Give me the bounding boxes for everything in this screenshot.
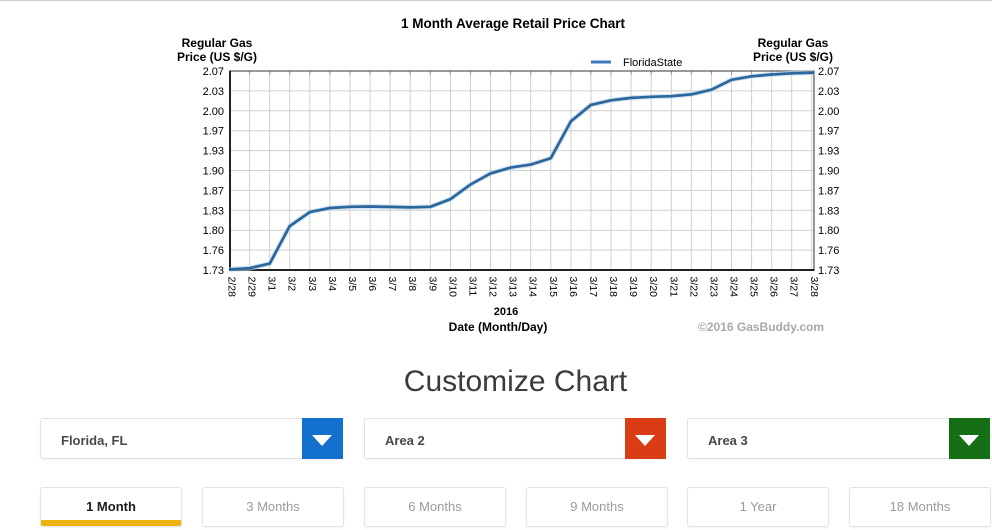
svg-text:3/26: 3/26 — [768, 277, 780, 298]
svg-text:2.03: 2.03 — [818, 86, 839, 98]
svg-text:3/16: 3/16 — [567, 277, 579, 298]
svg-text:1.87: 1.87 — [203, 185, 224, 197]
svg-text:3/9: 3/9 — [426, 277, 438, 292]
svg-text:3/5: 3/5 — [346, 277, 358, 292]
svg-text:2.03: 2.03 — [203, 86, 224, 98]
svg-text:3/13: 3/13 — [507, 277, 519, 298]
svg-text:2.07: 2.07 — [818, 66, 839, 78]
svg-text:©2016 GasBuddy.com: ©2016 GasBuddy.com — [698, 320, 824, 334]
svg-text:1.90: 1.90 — [203, 166, 224, 178]
svg-text:1.83: 1.83 — [818, 205, 839, 217]
svg-text:3/2: 3/2 — [286, 277, 298, 292]
svg-text:3/8: 3/8 — [406, 277, 418, 292]
svg-text:2.07: 2.07 — [203, 66, 224, 78]
svg-text:3/19: 3/19 — [627, 277, 639, 298]
svg-text:1.97: 1.97 — [203, 126, 224, 138]
svg-text:1.87: 1.87 — [818, 185, 839, 197]
svg-text:3/6: 3/6 — [366, 277, 378, 292]
svg-text:1.93: 1.93 — [203, 146, 224, 158]
svg-text:3/22: 3/22 — [687, 277, 699, 298]
svg-text:3/18: 3/18 — [607, 277, 619, 298]
svg-text:3/23: 3/23 — [707, 277, 719, 298]
svg-text:1.97: 1.97 — [818, 126, 839, 138]
svg-text:1.76: 1.76 — [203, 245, 224, 257]
svg-text:3/10: 3/10 — [446, 277, 458, 298]
svg-text:3/1: 3/1 — [266, 277, 278, 292]
svg-text:1 Month Average Retail Price C: 1 Month Average Retail Price Chart — [401, 16, 626, 31]
svg-text:1.80: 1.80 — [203, 225, 224, 237]
svg-text:Regular Gas: Regular Gas — [758, 36, 829, 50]
svg-text:2/29: 2/29 — [246, 277, 258, 298]
svg-text:1.80: 1.80 — [818, 225, 839, 237]
svg-text:2/28: 2/28 — [226, 277, 238, 298]
svg-text:3/4: 3/4 — [326, 277, 338, 292]
svg-text:3/20: 3/20 — [647, 277, 659, 298]
svg-text:2.00: 2.00 — [203, 106, 224, 118]
svg-text:Regular Gas: Regular Gas — [182, 36, 253, 50]
svg-text:3/11: 3/11 — [467, 277, 479, 297]
svg-text:1.76: 1.76 — [818, 245, 839, 257]
svg-text:2016: 2016 — [494, 306, 518, 318]
svg-text:1.90: 1.90 — [818, 166, 839, 178]
svg-text:1.93: 1.93 — [818, 146, 839, 158]
svg-text:1.73: 1.73 — [818, 265, 839, 277]
svg-text:3/15: 3/15 — [547, 277, 559, 298]
svg-text:Date (Month/Day): Date (Month/Day) — [449, 320, 548, 334]
svg-text:3/24: 3/24 — [728, 277, 740, 298]
svg-text:3/21: 3/21 — [667, 277, 679, 298]
svg-text:Price (US $/G): Price (US $/G) — [753, 50, 833, 64]
svg-text:3/3: 3/3 — [306, 277, 318, 292]
svg-text:2.00: 2.00 — [818, 106, 839, 118]
svg-text:3/28: 3/28 — [808, 277, 820, 298]
svg-text:3/27: 3/27 — [788, 277, 800, 298]
svg-text:Price (US $/G): Price (US $/G) — [177, 50, 257, 64]
svg-text:3/25: 3/25 — [748, 277, 760, 298]
svg-text:3/12: 3/12 — [487, 277, 499, 298]
svg-text:3/7: 3/7 — [386, 277, 398, 292]
svg-text:1.83: 1.83 — [203, 205, 224, 217]
svg-text:FloridaState: FloridaState — [623, 57, 682, 69]
svg-text:3/17: 3/17 — [587, 277, 599, 298]
svg-text:3/14: 3/14 — [527, 277, 539, 298]
svg-text:1.73: 1.73 — [203, 265, 224, 277]
